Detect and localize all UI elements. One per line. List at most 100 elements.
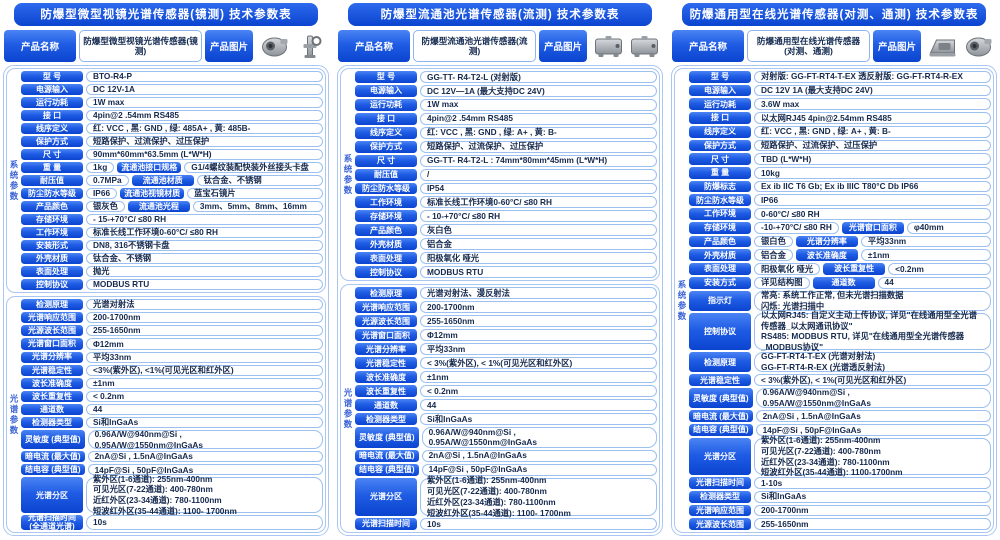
spec-cell: 光谱扫描时间 10s (355, 518, 657, 531)
spec-cell: 检测原理 GG-FT-RT4-T-EX (光谱对射法) GG-FT-RT4-R-E… (689, 351, 991, 373)
table-row: 通道数 44 (355, 399, 657, 412)
param-label: 流通池材质 (131, 175, 194, 187)
param-label: 流通池接口规格 (117, 162, 182, 174)
spec-table: 系统参数 型 号对射版: GG-FT-RT4-T-EX 透反射版: GG-FT-R… (671, 65, 997, 536)
param-label: 产品颜色 (689, 235, 751, 248)
product-row: 产品名称 防爆型流通池光谱传感器(流测) 产品图片 (338, 30, 662, 62)
product-name-value: 防爆通用型在线光谱传感器 (对测、通测) (747, 30, 870, 62)
param-label: 通道数 (812, 276, 875, 289)
spec-cell: 检测原理 光谱对射法 (21, 299, 323, 311)
param-label: 光谱分辨率 (355, 343, 417, 356)
param-label: 工作环境 (21, 227, 83, 239)
table-row: 防尘防水等级 IP66 流通池视镜材质 蓝宝石镜片 (21, 188, 323, 200)
table-row: 安装形式 DN8, 316不锈钢卡盘 (21, 240, 323, 252)
param-value: MODBUS RTU (420, 266, 657, 279)
param-value: 平均33nm (860, 235, 991, 248)
param-value: < 3%(紫外区), < 1%(可见光区和红外区) (754, 374, 991, 387)
table-row: 光谱稳定性 <3%(紫外区), <1%(可见光区和红外区) (21, 364, 323, 376)
param-label: 表面处理 (355, 252, 417, 265)
param-value: 200-1700nm (86, 312, 323, 324)
param-value: 紫外区(1-6通道): 255nm-400nm 可见光区(7-22通道): 40… (86, 474, 323, 516)
param-label: 存储环境 (21, 214, 83, 226)
spec-cell: 尺 寸 GG-TT- R4-T2-L : 74mm*80mm*45mm (L*W*… (355, 154, 657, 167)
product-name-value: 防爆型流通池光谱传感器(流测) (413, 30, 536, 62)
table-row: 保护方式 短路保护、过流保护、过压保护 (689, 139, 991, 152)
param-value: 铝合金 (420, 238, 657, 251)
param-label: 光谱分区 (21, 477, 83, 513)
param-value: GG-FT-RT4-T-EX (光谱对射法) GG-FT-RT4-R-EX (光… (754, 351, 991, 373)
spec-cell: 电源输入 DC 12V 1A (最大支持DC 24V) (689, 84, 991, 97)
param-label: 检测原理 (21, 299, 83, 311)
spec-cell: 波长准确度 ±1nm (355, 371, 657, 384)
spec-cell: 线序定义 红: VCC , 黑: GND , 绿: 485A+ , 黄: 485B… (21, 123, 323, 135)
param-label: 光谱分区 (355, 477, 417, 517)
spec-cell: 安装形式 DN8, 316不锈钢卡盘 (21, 240, 323, 252)
table-row: 接 口 4pin@2 .54mm RS485 (355, 112, 657, 125)
param-value: 14pF@Si , 50pF@InGaAs (87, 464, 323, 476)
table-row: 暗电流 (最大值) 2nA@Si , 1.5nA@InGaAs (689, 410, 991, 423)
table-row: 光谱分区 紫外区(1-6通道): 255nm-400nm 可见光区(7-22通道)… (355, 475, 657, 518)
param-label: 防尘防水等级 (355, 182, 417, 195)
param-label: 安装方式 (689, 276, 751, 289)
spec-cell: 光源波长范围 255-1650nm (689, 518, 991, 531)
spec-cell: 重 量 1kg (21, 162, 115, 174)
spec-cell: 防爆标志 Ex ib IIC T6 Gb; Ex ib IIIC T80°C Db… (689, 180, 991, 193)
spec-cell: 工作环境 标准长线工作环境0-60°C/ ≤80 RH (355, 196, 657, 209)
spec-cell: 流通池视镜材质 蓝宝石镜片 (120, 188, 323, 200)
param-label: 电源输入 (355, 84, 417, 97)
param-label: 检测器类型 (355, 413, 417, 426)
spec-cell: 结电容 (典型值) 14pF@Si , 50pF@InGaAs (355, 463, 657, 476)
spec-panel-2: 防爆型流通池光谱传感器(流测) 技术参数表 产品名称 防爆型流通池光谱传感器(流测)… (336, 3, 664, 536)
param-value: 0.96A/W@940nm@Si , 0.95A/W@1550nm@InGaAs (87, 429, 323, 450)
table-row: 保护方式 短路保护、过流保护、过压保护 (355, 140, 657, 153)
product-row: 产品名称 防爆型微型视镜光谱传感器(镜测) 产品图片 (4, 30, 328, 62)
table-row: 产品颜色 银灰色 流通池光程 3mm、5mm、8mm、16mm (21, 201, 323, 213)
table-row: 表面处理 阳极氧化 哑光 波长重复性 <0.2nm (689, 263, 991, 275)
spec-cell: 控制协议 MODBUS RTU (21, 279, 323, 291)
spec-cell: 运行功耗 3.6W max (689, 98, 991, 111)
spec-cell: 流通池接口规格 G1/4螺纹装配快装外丝接头卡盘 (117, 162, 323, 174)
param-value: Ex ib IIC T6 Gb; Ex ib IIIC T80°C Db IP6… (754, 180, 991, 193)
table-row: 电源输入 DC 12V—1A (最大支持DC 24V) (355, 84, 657, 97)
param-value: 0.96A/W@940nm@Si , 0.95A/W@1550nm@InGaAs (755, 387, 991, 409)
table-row: 暗电流 (最大值) 2nA@Si , 1.5nA@InGaAs (21, 451, 323, 463)
table-row: 表面处理 阳极氧化 哑光 (355, 252, 657, 265)
param-value: 光谱对射法 (86, 299, 323, 311)
param-value: 阳极氧化 哑光 (754, 263, 821, 275)
param-value: 10s (86, 514, 323, 531)
spec-cell: 产品颜色 银灰色 (21, 201, 125, 213)
table-row: 光谱响应范围 200-1700nm (355, 301, 657, 314)
param-value: 以太网RJ45 4pin@2.54mm RS485 (754, 112, 991, 124)
param-label: 光谱稳定性 (21, 364, 83, 376)
table-row: 表面处理 抛光 (21, 266, 323, 278)
spec-cell: 光谱扫描时间 1-10s (689, 477, 991, 489)
param-label: 型 号 (355, 71, 417, 83)
param-value: < 3%(紫外区), < 1%(可见光区和红外区) (420, 357, 657, 370)
table-row: 检测器类型 Si和InGaAs (21, 416, 323, 429)
param-value: BTO-R4-P (86, 71, 323, 83)
param-value: 平均33nm (86, 351, 323, 363)
spec-cell: 型 号对射版: GG-FT-RT4-T-EX 透反射版: GG-FT-RT4-R… (689, 71, 991, 83)
param-value: 平均33nm (420, 343, 657, 356)
param-label: 保护方式 (355, 140, 417, 153)
param-value: 灰白色 (420, 224, 657, 237)
param-value: 0-60°C/ ≤80 RH (754, 208, 991, 220)
param-value: 1W max (420, 98, 657, 111)
table-row: 运行功耗 3.6W max (689, 98, 991, 111)
spec-cell: 光源波长范围 255-1650nm (21, 325, 323, 337)
table-row: 检测器类型 Si和InGaAs (355, 413, 657, 426)
table-row: 存储环境 -10-+70°C/ ≤80 RH 光谱窗口面积 φ40mm (689, 221, 991, 234)
param-value: 2nA@Si , 1.5nA@InGaAs (87, 451, 323, 463)
param-label: 电源输入 (689, 84, 751, 97)
product-photo-bracket-unit (926, 33, 959, 60)
product-photo-round-sensor (962, 33, 995, 60)
product-images (256, 30, 328, 62)
param-value: 4pin@2 .54mm RS485 (86, 110, 323, 122)
param-label: 光谱稳定性 (689, 374, 751, 387)
spec-cell: 耐压值 / (355, 168, 657, 181)
table-row: 光谱稳定性 < 3%(紫外区), < 1%(可见光区和红外区) (355, 357, 657, 370)
spec-cell: 光谱分辨率 平均33nm (355, 343, 657, 356)
param-value: 抛光 (86, 266, 323, 278)
table-row: 工作环境 标准长线工作环境0-60°C/ ≤80 RH (355, 196, 657, 209)
param-label: 运行功耗 (21, 97, 83, 109)
